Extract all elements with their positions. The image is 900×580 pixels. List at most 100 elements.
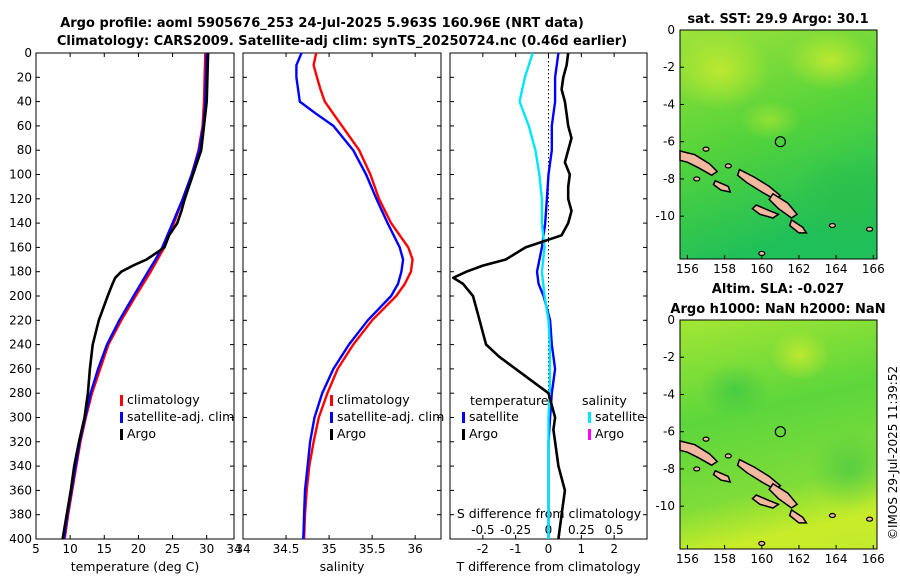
map-y-tick-label: -2 (663, 60, 675, 74)
island (679, 440, 719, 467)
legend-S-argo-label: Argo (595, 426, 624, 441)
salinity-legend: climatology satellite-adj. clim Argo (330, 392, 444, 441)
map-x-tick-label: 158 (713, 552, 736, 566)
island (751, 204, 781, 219)
island (768, 482, 799, 509)
legend-salinity-title: salinity (582, 393, 627, 408)
y-tick-label: 80 (17, 143, 32, 157)
sst-map-frame (679, 29, 878, 260)
legend-temperature-title: temperature (470, 393, 549, 408)
y-tick-label: 240 (9, 338, 32, 352)
map-x-tick-label: 162 (787, 552, 810, 566)
map-x-tick-label: 160 (750, 262, 773, 276)
map-y-tick-label: -8 (663, 172, 675, 186)
islet (828, 222, 836, 229)
island (712, 469, 732, 483)
map-y-tick-label: -6 (663, 135, 675, 149)
map-x-tick-label: 166 (862, 552, 885, 566)
temperature-legend: climatology satellite-adj. clim Argo (120, 392, 234, 441)
x-tick-label: 5 (32, 542, 40, 556)
sst-map-axes: 156 158 160 162 164 166 0 -2 -4 -6 -8 -10 (655, 23, 884, 276)
sla-argo-marker (774, 426, 786, 438)
y-tick-label: 280 (9, 386, 32, 400)
y-tick-label: 0 (24, 46, 32, 60)
legend-T-satellite-swatch (462, 412, 465, 423)
legend-T-argo-swatch (462, 429, 465, 440)
y-tick-label: 120 (9, 192, 32, 206)
y-tick-label: 400 (9, 532, 32, 546)
sla-map-title: Altim. SLA: -0.027 (712, 282, 844, 297)
legend-argo-label: Argo (127, 426, 156, 441)
islet (724, 163, 732, 169)
legend-S-argo-swatch (588, 429, 591, 440)
y-tick-label: 60 (17, 119, 32, 133)
y-tick-label: 180 (9, 265, 32, 279)
x-tick-label: 35 (321, 542, 336, 556)
y-tick-label: 360 (9, 483, 32, 497)
legend-climatology-label: climatology (337, 392, 410, 407)
sst-map-title: sat. SST: 29.9 Argo: 30.1 (687, 12, 868, 27)
temperature-panel: 0 20 40 60 80 100 120 140 160 180 200 220 240 260 280 3… (9, 46, 242, 574)
y-tick-label: 220 (9, 313, 32, 327)
T-argo-line (451, 52, 573, 540)
legend-satellite-label: satellite-adj. clim (127, 409, 234, 424)
islet (724, 453, 732, 459)
y-tick-label: 20 (17, 70, 32, 84)
legend-T-satellite-label: satellite (469, 409, 519, 424)
legend-S-satellite-swatch (588, 412, 591, 423)
map-x-tick-label: 164 (825, 262, 848, 276)
legend-satellite-swatch (120, 412, 123, 423)
islet (828, 512, 836, 519)
y-tick-label: 300 (9, 411, 32, 425)
sst-map-field (680, 30, 877, 259)
x-axis-label: salinity (320, 559, 365, 574)
islet (758, 540, 766, 547)
map-y-tick-label: -4 (663, 387, 675, 401)
map-y-tick-label: -10 (655, 209, 675, 223)
legend-T-argo-label: Argo (469, 426, 498, 441)
x-tick-label: 34 (235, 542, 250, 556)
legend-S-satellite-label: satellite (595, 409, 645, 424)
map-y-tick-label: -6 (663, 425, 675, 439)
island (712, 179, 732, 193)
y-tick-label: 320 (9, 435, 32, 449)
legend-climatology-label: climatology (127, 392, 200, 407)
climatology-line (302, 52, 414, 540)
y-tick-label: 380 (9, 508, 32, 522)
map-y-tick-label: -4 (663, 97, 675, 111)
islet (758, 250, 766, 257)
sst-argo-marker (774, 136, 786, 148)
map-x-tick-label: 162 (787, 262, 810, 276)
legend-satellite-label: satellite-adj. clim (337, 409, 444, 424)
islet (693, 466, 701, 472)
map-x-tick-label: 160 (750, 552, 773, 566)
x-tick-label: 34 (226, 542, 241, 556)
salinity-panel: 34 34.5 35 35.5 36 salinity climatology satelli… (235, 52, 444, 574)
island (679, 150, 719, 177)
x-tick-label: 20 (131, 542, 146, 556)
top-tick-label: -0.25 (500, 523, 531, 537)
legend-argo-swatch (330, 429, 333, 440)
sla-map-axes: 156 158 160 162 164 166 0 -2 -4 -6 -8 -10 (655, 313, 884, 566)
y-tick-label: 200 (9, 289, 32, 303)
y-tick-label: 160 (9, 240, 32, 254)
map-x-tick-label: 158 (713, 262, 736, 276)
sla-coastline (679, 436, 874, 547)
x-tick-label: 10 (62, 542, 77, 556)
x-tick-label: 0 (545, 542, 553, 556)
x-tick-label: 25 (165, 542, 180, 556)
x-tick-label: 36 (408, 542, 423, 556)
x-tick-label: 1 (578, 542, 586, 556)
imos-watermark: ©IMOS 29-Jul-2025 11:39:52 (886, 366, 900, 540)
islet (865, 516, 874, 522)
legend-argo-label: Argo (337, 426, 366, 441)
y-tick-label: 260 (9, 362, 32, 376)
x-tick-label: 35.5 (359, 542, 386, 556)
y-tick-label: 340 (9, 459, 32, 473)
islet (702, 146, 710, 152)
map-y-tick-label: -2 (663, 350, 675, 364)
sla-map-field (680, 320, 877, 549)
title-line1: Argo profile: aoml 5905676_253 24-Jul-20… (60, 16, 584, 31)
x-tick-label: 2 (610, 542, 618, 556)
